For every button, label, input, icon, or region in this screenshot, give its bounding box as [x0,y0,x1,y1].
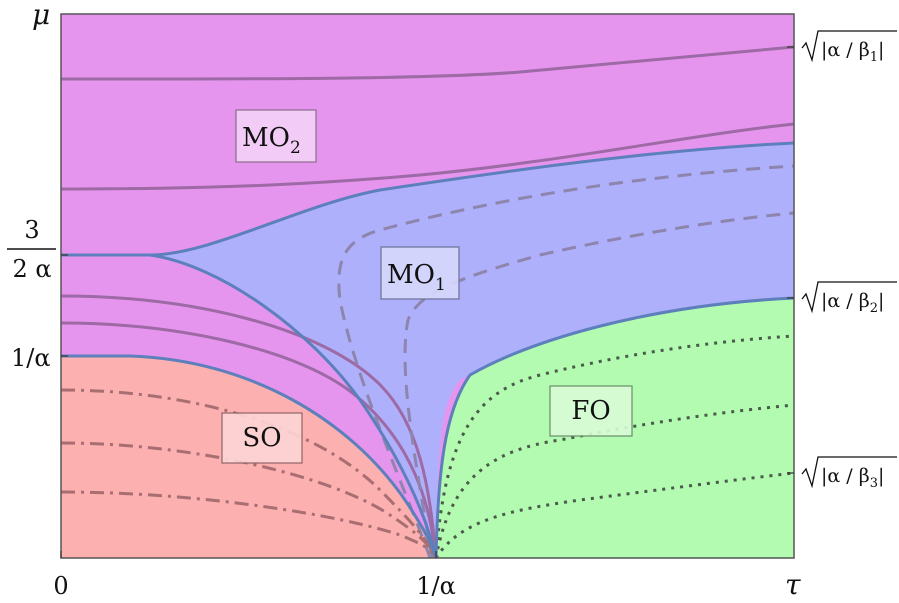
region-label-mo1: MO [387,260,435,290]
sqrt-label-3-end: | [878,465,884,487]
sqrt-label-3-main: |α / β [821,465,870,487]
region-label-mo2-box: MO2 [235,109,317,163]
y-tick-label-two-alpha: 2 α [12,255,51,283]
sqrt-label-1-group: |α / β1| [801,30,897,65]
dotted-curve-2 [434,403,795,559]
y-tick-label-three: 3 [24,216,39,244]
dashed-curves [337,164,795,559]
y-axis-label: μ [32,0,50,31]
dashdot-curve-3 [60,490,438,559]
sqrt-radical-1 [801,30,897,63]
svg-text:MO1: MO1 [387,260,446,295]
solid-curve-mid [60,122,795,191]
sqrt-label-2-sub: 2 [870,301,878,316]
phase-boundaries [61,141,795,559]
y-tick-label-inv-alpha: 1/α [11,344,51,372]
svg-text:|α / β3|: |α / β3| [821,465,884,491]
dotted-curves [434,334,795,559]
region-label-mo2-sub: 2 [290,138,301,158]
dashed-curve-upper [337,164,795,559]
sqrt-radical-3 [801,456,897,489]
solid-curve-low2 [60,321,438,559]
sqrt-label-1-sub: 1 [870,50,878,65]
svg-text:|α / β2|: |α / β2| [821,290,884,316]
x-axis-label: τ [785,568,801,601]
sqrt-label-1-main: |α / β [821,39,870,61]
boundary-mo1-left [149,253,438,559]
sqrt-label-3-group: |α / β3| [801,456,897,491]
dashdot-curves [60,388,438,559]
region-label-so: SO [242,423,281,453]
solid-curves [60,45,795,559]
sqrt-radical-2 [801,281,897,314]
x-tick-label-zero: 0 [53,572,68,600]
boundary-so [61,354,438,559]
svg-text:|α / β1|: |α / β1| [821,39,884,65]
region-label-mo1-box: MO1 [380,246,460,300]
boundary-mo1-upper [61,141,795,257]
svg-text:MO2: MO2 [242,123,301,158]
dashdot-curve-2 [60,441,438,559]
region-label-so-box: SO [221,412,303,464]
sqrt-label-1-end: | [878,39,884,61]
plot-frame [60,13,795,559]
dashed-curve-lower [403,211,795,559]
region-mo1-fill [61,143,794,558]
region-label-mo1-sub: 1 [435,275,446,295]
solid-curve-top [60,45,795,81]
boundary-fo [434,296,795,559]
dashdot-curve-1 [60,388,438,559]
x-tick-label-inv-alpha: 1/α [416,572,456,600]
region-label-fo-box: FO [549,385,633,437]
region-label-fo: FO [571,396,610,426]
dotted-curve-1 [434,334,795,559]
sqrt-label-2-main: |α / β [821,290,870,312]
region-label-mo2: MO [242,123,290,153]
tick-marks [60,46,794,558]
sqrt-label-2-end: | [878,290,884,312]
sqrt-label-3-sub: 3 [870,476,878,491]
sqrt-label-2-group: |α / β2| [801,281,897,316]
solid-curve-low1 [60,294,438,559]
